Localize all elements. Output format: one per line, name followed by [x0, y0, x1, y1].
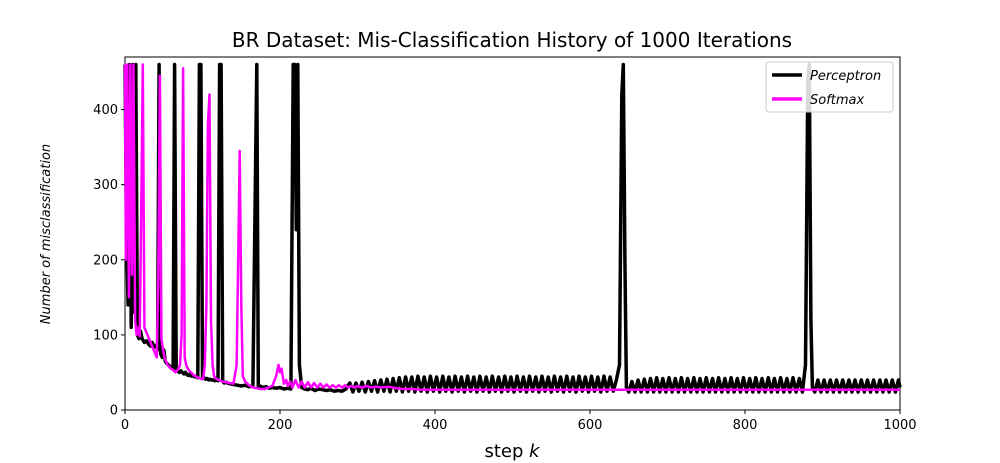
series-layer — [123, 62, 902, 394]
x-axis-ticks: 0 200 400 600 800 1000 — [121, 410, 917, 433]
legend: Perceptron Softmax — [765, 61, 894, 113]
x-tick-label: 0 — [121, 418, 129, 433]
series-line-softmax — [123, 63, 900, 391]
y-tick-label: 300 — [93, 178, 118, 193]
series-line-perceptron — [123, 62, 902, 394]
legend-label-perceptron: Perceptron — [810, 69, 881, 84]
x-tick-label: 600 — [578, 418, 603, 433]
y-axis-ticks: 0 100 200 300 400 — [93, 103, 125, 419]
x-tick-label: 1000 — [883, 418, 916, 433]
x-tick-label: 800 — [733, 418, 758, 433]
y-tick-label: 100 — [93, 328, 118, 343]
y-tick-label: 200 — [93, 253, 118, 268]
x-axis-label-var: k — [529, 441, 541, 462]
y-tick-label: 0 — [110, 404, 118, 419]
x-tick-label: 400 — [423, 418, 448, 433]
y-tick-label: 400 — [93, 103, 118, 118]
chart-title: BR Dataset: Mis-Classification History o… — [232, 28, 792, 52]
x-axis-label: step k — [484, 441, 541, 462]
plot-area: 0 200 400 600 800 1000 0 100 200 300 400 — [93, 56, 917, 433]
y-axis-label: Number of misclassification — [39, 144, 54, 324]
x-tick-label: 200 — [268, 418, 293, 433]
x-axis-label-text: step — [484, 441, 529, 462]
legend-label-softmax: Softmax — [810, 93, 865, 108]
